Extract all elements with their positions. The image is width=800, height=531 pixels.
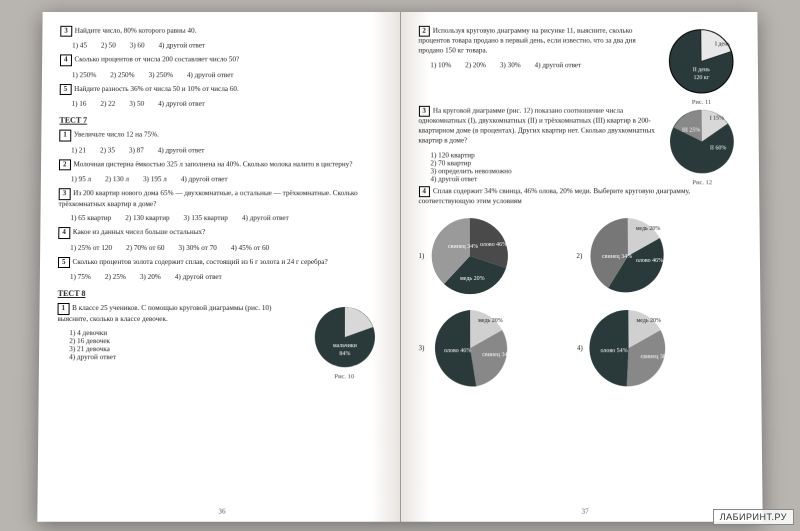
- r-q3: 3На круговой диаграмме (рис. 12) показан…: [418, 106, 657, 146]
- q5-opts: 1) 162) 223) 504) другой ответ: [72, 100, 382, 108]
- test7-heading: ТЕСТ 7: [59, 116, 381, 125]
- pie-chart-icon: медь 20% свинец 34% олово 46%: [426, 304, 514, 392]
- svg-text:I 15%: I 15%: [710, 116, 724, 122]
- t7q2: 2Молочная цистерна ёмкостью 325 л заполн…: [59, 159, 382, 170]
- q3: 3Найдите число, 80% которого равны 40.: [60, 26, 381, 37]
- r-q2: 2Используя круговую диаграмму на рисунке…: [418, 26, 656, 56]
- pie-opt-1: 1) свинец 34% олово 46% медь 20%: [418, 212, 568, 300]
- page-number: 36: [218, 508, 225, 516]
- r-q2-row: 2Используя круговую диаграмму на рисунке…: [418, 26, 740, 106]
- t7q4: 4Какое из данных чисел больше остальных?: [58, 227, 381, 238]
- svg-text:олово 46%: олово 46%: [480, 242, 507, 248]
- page-left: 3Найдите число, 80% которого равны 40. 1…: [37, 12, 400, 522]
- svg-text:медь 20%: медь 20%: [460, 276, 485, 282]
- svg-text:олово 54%: олово 54%: [601, 348, 628, 354]
- q3-opts: 1) 452) 503) 604) другой ответ: [72, 42, 382, 50]
- q4-opts: 1) 250%2) 250%3) 250%4) другой ответ: [72, 71, 382, 79]
- svg-text:II 60%: II 60%: [710, 145, 727, 151]
- test8-heading: ТЕСТ 8: [58, 289, 382, 298]
- svg-text:84%: 84%: [339, 351, 350, 357]
- fig12: I 15% II 60% III 25% Рис. 12: [663, 106, 741, 186]
- pie-opt-2: 2) медь 20% олово 46% свинец 34%: [576, 212, 727, 300]
- q-text: Сколько процентов от числа 200 составляе…: [74, 56, 239, 64]
- t8q1: 1В классе 25 учеников. С помощью кругово…: [57, 303, 301, 324]
- svg-text:олово 46%: олово 46%: [444, 348, 471, 354]
- page-number: 37: [582, 508, 589, 516]
- q4: 4Сколько процентов от числа 200 составля…: [60, 55, 382, 66]
- watermark: ЛАБИРИНТ.РУ: [713, 509, 794, 525]
- svg-text:медь 20%: медь 20%: [636, 226, 661, 232]
- pie-chart-icon: I день II день 120 кг: [665, 26, 737, 97]
- q-text: Найдите разность 36% от числа 50 и 10% о…: [74, 85, 239, 93]
- svg-text:I день: I день: [715, 42, 730, 48]
- pie-chart-icon: I 15% II 60% III 25%: [666, 106, 738, 177]
- t7q5: 5Сколько процентов золота содержит сплав…: [58, 257, 382, 268]
- svg-text:120 кг: 120 кг: [693, 75, 709, 81]
- svg-text:свинец 34%: свинец 34%: [483, 352, 513, 358]
- book-spread: 3Найдите число, 80% которого равны 40. 1…: [37, 12, 762, 522]
- t8q1-row: 1В классе 25 учеников. С помощью кругово…: [57, 303, 382, 380]
- fig11: I день II день 120 кг Рис. 11: [662, 26, 740, 106]
- svg-text:III 25%: III 25%: [682, 128, 700, 134]
- pie-opt-3: 3) медь 20% свинец 34% олово 46%: [419, 304, 570, 392]
- svg-text:свинец 34%: свинец 34%: [448, 244, 478, 250]
- pie-chart-icon: свинец 34% олово 46% медь 20%: [426, 212, 514, 300]
- pie-chart-icon: мальчики 84%: [310, 303, 378, 371]
- pie-chart-icon: медь 20% олово 46% свинец 34%: [584, 212, 673, 300]
- svg-text:медь 20%: медь 20%: [637, 318, 662, 324]
- pie-opt-4: 4) медь 20% свинец 38% олово 54%: [577, 304, 728, 392]
- svg-text:медь 20%: медь 20%: [478, 318, 503, 324]
- t7q3: 3Из 200 квартир нового дома 65% — двухко…: [59, 188, 382, 209]
- svg-text:II день: II день: [693, 67, 710, 73]
- fig10: мальчики 84% Рис. 10: [307, 303, 381, 380]
- page-right: 2Используя круговую диаграмму на рисунке…: [400, 12, 762, 522]
- t7q1: 1Увеличьте число 12 на 75%.: [59, 130, 381, 141]
- svg-text:олово 46%: олово 46%: [636, 258, 663, 264]
- svg-text:мальчики: мальчики: [332, 343, 357, 349]
- pie-chart-icon: медь 20% свинец 38% олово 54%: [585, 304, 674, 392]
- q5: 5Найдите разность 36% от числа 50 и 10% …: [60, 84, 382, 95]
- q-text: Найдите число, 80% которого равны 40.: [75, 27, 197, 35]
- svg-text:свинец 34%: свинец 34%: [602, 254, 632, 260]
- pie-options: 1) свинец 34% олово 46% медь 20% 2) медь…: [418, 212, 743, 392]
- r-q3-row: 3На круговой диаграмме (рис. 12) показан…: [418, 106, 741, 186]
- qnum: 3: [60, 26, 72, 37]
- r-q4: 4Сплав содержит 34% свинца, 46% олова, 2…: [418, 186, 741, 207]
- svg-text:свинец 38%: свинец 38%: [641, 354, 671, 360]
